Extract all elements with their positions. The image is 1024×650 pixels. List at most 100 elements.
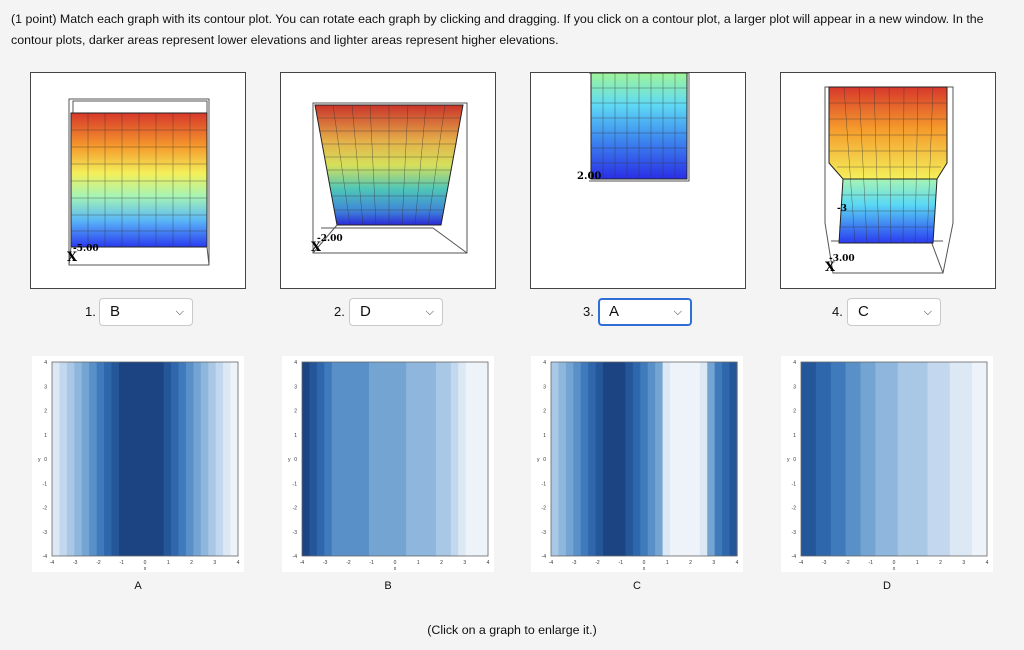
- x-tick-label: 1: [167, 560, 170, 566]
- x-tick-label: 3: [962, 560, 965, 566]
- contour-band: [882, 362, 891, 556]
- y-tick-label: -2: [792, 506, 797, 512]
- contour-band: [565, 362, 574, 556]
- contour-band: [972, 362, 981, 556]
- answer-3-value: A: [609, 303, 620, 320]
- contour-band: [588, 362, 597, 556]
- contour-band: [707, 362, 716, 556]
- y-tick-label: -4: [542, 554, 547, 560]
- contour-band: [625, 362, 634, 556]
- contour-band: [316, 362, 325, 556]
- x-tick-label: 4: [986, 560, 989, 566]
- x-tick-label: -4: [50, 560, 55, 566]
- x-tick-label: 2: [689, 560, 692, 566]
- graph-4-surface: -3 X -3.00: [824, 86, 954, 275]
- y-tick-label: 2: [543, 409, 546, 415]
- contour-band: [156, 362, 165, 556]
- contour-band: [208, 362, 217, 556]
- contour-band: [89, 362, 98, 556]
- y-tick-label: -2: [293, 506, 298, 512]
- contour-band: [722, 362, 731, 556]
- y-tick-label: 0: [44, 457, 47, 463]
- contour-band: [473, 362, 482, 556]
- contour-band: [647, 362, 656, 556]
- y-tick-label: 0: [543, 457, 546, 463]
- answer-4-select[interactable]: C ⌵: [847, 298, 941, 326]
- graph-2-panel[interactable]: X -2.00: [280, 72, 496, 289]
- y-tick-label: 2: [793, 409, 796, 415]
- graph-1-panel[interactable]: X -5.00: [30, 72, 246, 289]
- answer-3-select[interactable]: A ⌵: [598, 298, 692, 326]
- question-3-number: 3.: [583, 304, 594, 319]
- contour-band: [830, 362, 839, 556]
- y-tick-label: 0: [793, 457, 796, 463]
- contour-band: [302, 362, 311, 556]
- graph-4-side-label: -3: [837, 204, 847, 214]
- contour-frame: [301, 361, 489, 557]
- y-tick-label: -3: [293, 530, 298, 536]
- graph-1-tick-label: -5.00: [73, 244, 99, 254]
- contour-band: [580, 362, 589, 556]
- y-axis-label: y: [537, 457, 540, 463]
- answer-2-select[interactable]: D ⌵: [349, 298, 443, 326]
- x-tick-label: -1: [619, 560, 624, 566]
- y-tick-label: -1: [542, 481, 547, 487]
- contour-band: [867, 362, 876, 556]
- contour-band: [339, 362, 348, 556]
- contour-band: [118, 362, 127, 556]
- x-tick-label: 2: [939, 560, 942, 566]
- contour-band: [897, 362, 906, 556]
- contour-band: [573, 362, 582, 556]
- contour-band: [875, 362, 884, 556]
- graph-2-axis-label: X: [311, 240, 322, 255]
- y-tick-label: -4: [792, 554, 797, 560]
- x-tick-label: 2: [440, 560, 443, 566]
- contour-band: [979, 362, 988, 556]
- graph-3-tick-label: 2.00: [577, 171, 601, 182]
- contour-band: [942, 362, 951, 556]
- y-axis-label: y: [288, 457, 291, 463]
- y-tick-label: -3: [792, 530, 797, 536]
- contour-plot-a[interactable]: -4 -4 -3 -3 -2 -2 -1 -1 0 0 1 1 2 2 3 3 4 4 y x: [32, 356, 244, 572]
- contour-band: [551, 362, 560, 556]
- contour-band: [361, 362, 370, 556]
- x-tick-label: 0: [144, 560, 147, 566]
- contour-band: [331, 362, 340, 556]
- contour-plot-b[interactable]: -4 -4 -3 -3 -2 -2 -1 -1 0 0 1 1 2 2 3 3 4 4 y x: [282, 356, 494, 572]
- x-tick-label: -2: [595, 560, 600, 566]
- contour-b-label: B: [384, 580, 392, 592]
- contour-band: [215, 362, 224, 556]
- x-tick-label: -1: [869, 560, 874, 566]
- y-tick-label: 4: [44, 360, 47, 366]
- contour-band: [934, 362, 943, 556]
- contour-band: [662, 362, 671, 556]
- contour-band: [801, 362, 810, 556]
- contour-band: [74, 362, 83, 556]
- y-tick-label: -2: [542, 506, 547, 512]
- answer-1-select[interactable]: B ⌵: [99, 298, 193, 326]
- contour-plot-c[interactable]: -4 -4 -3 -3 -2 -2 -1 -1 0 0 1 1 2 2 3 3 4 4 y x: [531, 356, 743, 572]
- x-tick-label: -4: [549, 560, 554, 566]
- contour-band: [890, 362, 899, 556]
- y-tick-label: 2: [294, 409, 297, 415]
- contour-plot-d[interactable]: -4 -4 -3 -3 -2 -2 -1 -1 0 0 1 1 2 2 3 3 4 4 y x: [781, 356, 993, 572]
- y-tick-label: -1: [792, 481, 797, 487]
- graph-4-panel[interactable]: -3 X -3.00: [780, 72, 996, 289]
- contour-band: [428, 362, 437, 556]
- contour-band: [141, 362, 150, 556]
- y-tick-label: 3: [294, 384, 297, 390]
- y-tick-label: -2: [43, 506, 48, 512]
- contour-band: [52, 362, 61, 556]
- contour-band: [964, 362, 973, 556]
- graph-3-panel[interactable]: 2.00: [530, 72, 746, 289]
- contour-band: [655, 362, 664, 556]
- contour-band: [957, 362, 966, 556]
- contour-band: [815, 362, 824, 556]
- contour-band: [729, 362, 738, 556]
- contour-frame: [550, 361, 738, 557]
- y-tick-label: -1: [293, 481, 298, 487]
- x-tick-label: 4: [736, 560, 739, 566]
- contour-band: [171, 362, 180, 556]
- x-tick-label: 3: [463, 560, 466, 566]
- x-tick-label: -3: [822, 560, 827, 566]
